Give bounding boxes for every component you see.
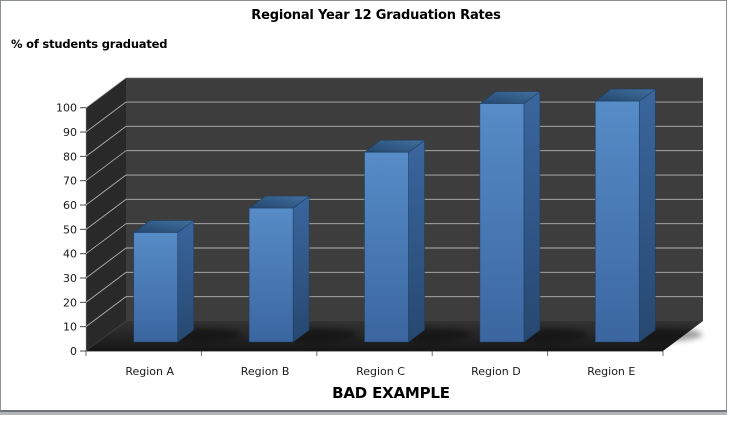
y-tick-label-100: 100 [56,102,77,115]
x-axis-label-region-c: Region C [356,365,405,378]
grid-line-side-100 [85,77,127,109]
grid-line-side-20 [85,271,127,303]
y-axis-title: % of students graduated [11,37,168,51]
grid-line-side-70 [85,150,127,182]
x-axis-label-region-b: Region B [241,365,290,378]
y-tick-label-50: 50 [63,223,77,236]
y-tick-label-70: 70 [63,175,77,188]
x-axis-label-region-d: Region D [471,365,521,378]
y-tick-label-40: 40 [63,248,77,261]
chart-title: Regional Year 12 Graduation Rates [251,8,501,23]
chart-caption: BAD EXAMPLE [332,384,450,402]
y-tick-label-80: 80 [63,150,77,163]
bar-region-e [594,88,657,343]
bar-region-b [248,195,311,343]
bar-region-b-front-face [248,207,294,343]
y-tick-label-30: 30 [63,272,77,285]
y-tick-label-20: 20 [63,296,77,309]
grid-line-side-90 [85,101,127,133]
bar-region-c-side-face [408,139,425,343]
y-tick-label-10: 10 [63,321,77,334]
bar-region-a-front-face [133,232,179,343]
y-tick-label-90: 90 [63,126,77,139]
bar-region-e-side-face [638,88,656,343]
y-tick-label-60: 60 [63,199,77,212]
grid-line-side-50 [85,198,127,230]
bar-region-d-front-face [479,103,525,343]
grid-line-side-80 [85,126,127,157]
x-axis-label-region-e: Region E [587,365,635,378]
bar-region-e-front-face [594,100,640,343]
bar-region-a-side-face [177,219,195,343]
grid-line-side-30 [85,247,127,279]
bar-region-d-side-face [523,90,541,343]
chart-page: Regional Year 12 Graduation Rates % of s… [0,0,727,412]
bar-region-a [132,219,195,343]
bar-region-c [363,139,426,343]
grid-line-side-10 [85,296,127,328]
bar-region-b-side-face [292,195,310,343]
grid-line-side-40 [85,223,127,255]
grid-line-side-60 [85,174,127,206]
y-tick-label-0: 0 [70,345,77,358]
x-axis-label-region-a: Region A [125,365,174,378]
bar-region-d [478,90,541,343]
bar-region-c-front-face [364,151,409,343]
